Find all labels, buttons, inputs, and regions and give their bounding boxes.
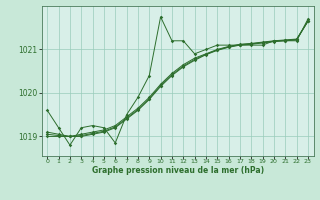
X-axis label: Graphe pression niveau de la mer (hPa): Graphe pression niveau de la mer (hPa) (92, 166, 264, 175)
